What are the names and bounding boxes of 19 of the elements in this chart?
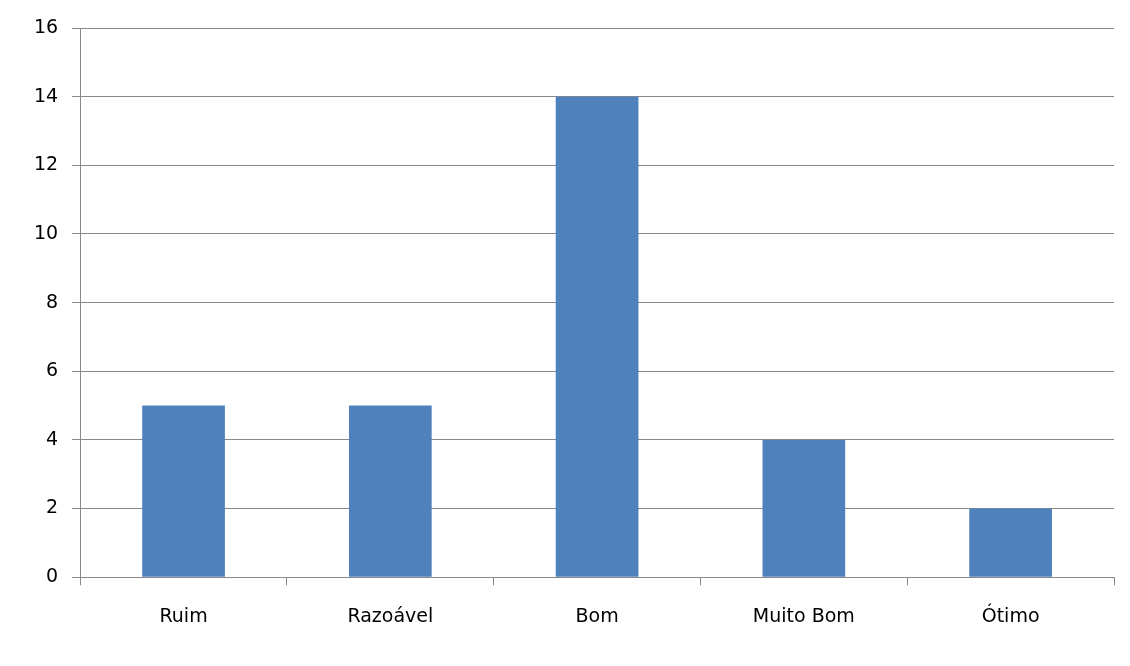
- y-tick-label: 6: [46, 358, 59, 381]
- x-tick-label: Bom: [575, 603, 619, 626]
- y-tick-label: 0: [46, 564, 59, 587]
- bar: [142, 405, 225, 577]
- bar: [348, 405, 432, 577]
- x-tick-label: Razoável: [347, 603, 434, 626]
- x-tick-label: Muito Bom: [752, 603, 855, 626]
- bar: [555, 96, 639, 577]
- y-tick-label: 8: [46, 289, 59, 312]
- x-tick-label: Ótimo: [981, 602, 1040, 626]
- y-tick-label: 12: [33, 152, 59, 175]
- bar: [969, 508, 1052, 577]
- x-tick-label: Ruim: [159, 603, 208, 626]
- y-tick-label: 4: [46, 426, 59, 449]
- y-tick-label: 10: [33, 220, 59, 243]
- y-tick-label: 16: [33, 14, 59, 37]
- y-tick-label: 14: [33, 83, 59, 106]
- bar: [762, 439, 846, 577]
- y-tick-label: 2: [46, 495, 59, 518]
